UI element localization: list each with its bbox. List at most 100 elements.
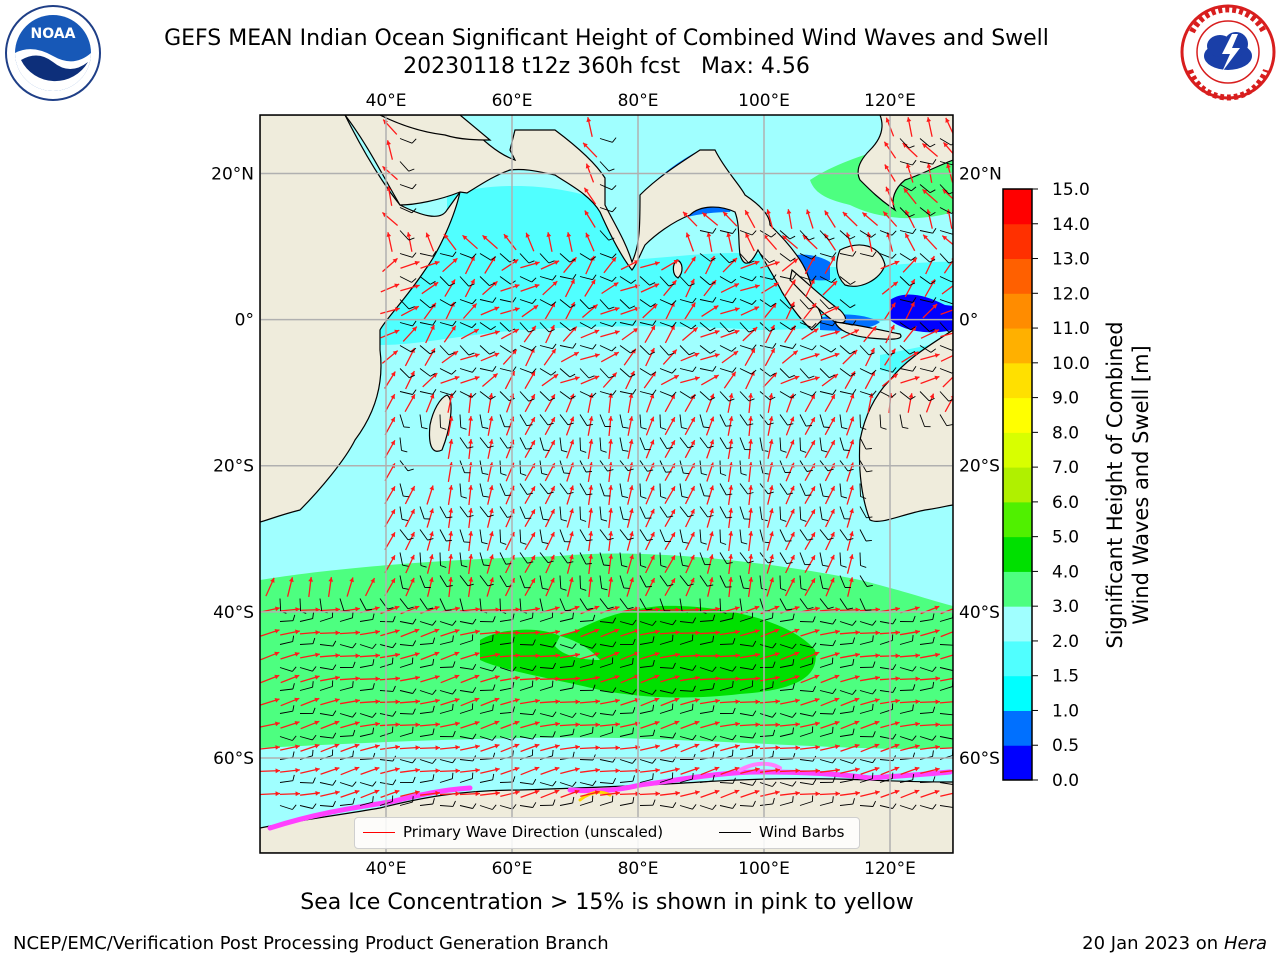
wind-barb-flag: [512, 636, 515, 643]
wind-barb-flag: [532, 639, 536, 646]
wind-barb-flag: [731, 347, 737, 352]
wave-direction-arrowhead: [435, 722, 440, 727]
wind-barb-flag: [832, 776, 836, 783]
wind-barb: [399, 368, 410, 379]
wind-barb: [939, 414, 948, 426]
wind-barb-flag: [772, 274, 777, 280]
lat-tick-right--60: 60°S: [959, 749, 1000, 769]
wind-barb: [559, 322, 571, 331]
wave-direction-arrowhead: [790, 555, 795, 560]
wind-barb-flag: [452, 730, 456, 737]
wind-barb: [419, 368, 431, 377]
wind-barb: [699, 598, 702, 612]
wind-barb-flag: [623, 518, 630, 521]
wind-barb-flag: [928, 397, 935, 402]
wind-barb: [399, 345, 412, 353]
wave-direction-arrowhead: [514, 766, 520, 772]
wind-barb-flag: [552, 641, 557, 648]
wind-barb: [539, 253, 550, 264]
wind-barb-flag: [908, 213, 915, 218]
wind-barb-flag: [332, 780, 337, 786]
wave-direction-arrowhead: [594, 605, 600, 611]
wind-barb-flag: [650, 303, 656, 308]
wind-barb-flag: [780, 450, 787, 453]
wave-direction-arrowhead: [810, 578, 815, 584]
wave-direction-arrowhead: [315, 652, 320, 658]
wind-barb: [419, 552, 422, 566]
wind-barb: [459, 667, 473, 670]
wave-direction-arrowhead: [670, 440, 675, 446]
wave-direction-arrowhead: [932, 304, 938, 309]
wind-barb: [960, 346, 973, 349]
wave-direction-arrowhead: [835, 629, 840, 635]
wave-direction-arrowhead: [849, 577, 854, 583]
wind-barb: [679, 805, 693, 810]
wind-barb: [679, 709, 693, 714]
wave-direction-arrowhead: [611, 257, 617, 262]
wave-direction-arrowhead: [734, 766, 740, 772]
wave-direction-arrowhead: [675, 652, 680, 658]
wind-barb-flag: [632, 727, 634, 734]
wave-direction-arrowhead: [754, 306, 760, 311]
wind-barb-flag: [391, 657, 394, 664]
wind-barb-flag: [712, 614, 716, 621]
wind-barb-flag: [830, 348, 837, 353]
wind-barb: [699, 805, 713, 810]
wave-direction-arrowhead: [715, 630, 720, 635]
wind-barb: [859, 805, 874, 807]
wave-direction-arrowhead: [655, 791, 660, 797]
wave-direction-arrowhead: [534, 743, 540, 749]
wind-barb: [679, 690, 694, 692]
wave-direction-arrowhead: [942, 235, 948, 241]
wind-barb: [699, 391, 711, 401]
wind-barb: [639, 665, 653, 668]
wind-barb-flag: [852, 658, 855, 665]
wind-barb: [479, 460, 483, 474]
footer-host: Hera: [1223, 933, 1267, 954]
wave-direction-arrowhead: [274, 698, 280, 703]
wave-direction-arrowhead: [410, 371, 415, 376]
wind-barb-flag: [811, 345, 817, 351]
wind-barb: [819, 598, 829, 610]
wind-barb: [779, 483, 788, 495]
wind-barb: [639, 506, 646, 519]
wind-barb: [779, 299, 790, 309]
wave-direction-arrow: [941, 284, 953, 295]
wave-direction-arrowhead: [435, 768, 440, 774]
wave-direction-arrowhead: [791, 279, 796, 285]
wind-barb: [679, 276, 690, 287]
wind-barb-flag: [892, 618, 897, 625]
wave-direction-arrowhead: [650, 485, 655, 491]
wave-direction-arrowhead: [274, 629, 280, 634]
wave-direction-arrowhead: [835, 768, 840, 773]
wind-barb-flag: [832, 320, 837, 327]
wind-barb: [439, 621, 453, 626]
wave-direction-arrowhead: [810, 509, 815, 515]
wind-barb-flag: [412, 708, 416, 715]
wind-barb: [459, 736, 473, 740]
colorbar-tick-label: 13.0: [1052, 250, 1090, 270]
wave-direction-arrowhead: [514, 790, 520, 795]
wave-direction-arrowhead: [768, 416, 774, 421]
wind-barb-flag: [627, 537, 634, 541]
wind-barb-flag: [948, 260, 953, 264]
wind-barb: [859, 690, 873, 695]
wind-barb: [799, 483, 806, 496]
wind-barb-flag: [748, 329, 755, 333]
wave-direction-arrowhead: [328, 577, 334, 582]
colorbar-tick-label: 4.0: [1052, 562, 1079, 582]
wave-direction-arrowhead: [394, 789, 400, 795]
wind-barb-flag: [790, 257, 796, 262]
wave-direction-arrowhead: [728, 508, 734, 513]
wind-barb-flag: [823, 495, 830, 498]
wind-barb: [519, 437, 527, 450]
wind-barb-flag: [645, 585, 652, 588]
wind-barb-flag: [429, 350, 436, 355]
lat-tick-labels-right: 20°N0°20°S40°S60°S: [959, 164, 1002, 769]
wave-direction-arrowhead: [574, 605, 580, 611]
wind-barb: [799, 782, 813, 786]
wind-barb: [359, 782, 373, 787]
wave-direction-arrowhead: [846, 232, 851, 238]
wave-direction-arrowhead: [474, 721, 480, 726]
wind-barb-flag: [852, 774, 855, 781]
